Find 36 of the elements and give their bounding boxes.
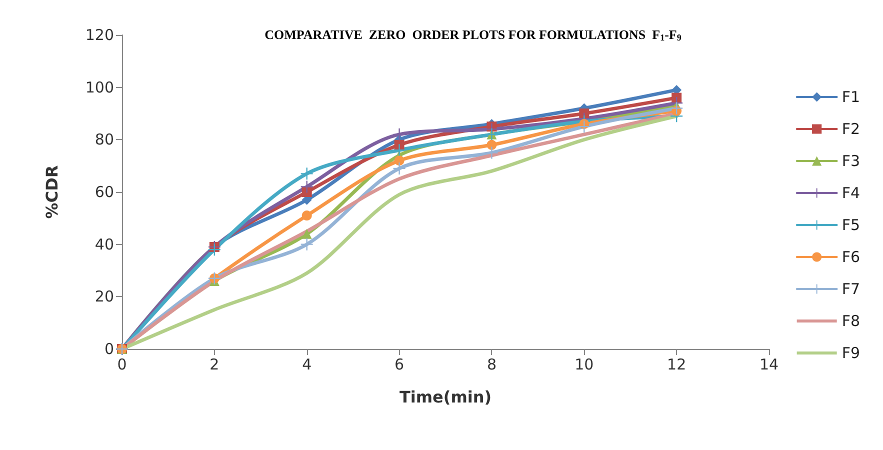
y-tick-label: 100 bbox=[85, 78, 114, 96]
legend-label: F1 bbox=[842, 88, 860, 106]
x-tick-label: 14 bbox=[759, 356, 779, 374]
x-tick-label: 8 bbox=[486, 356, 496, 374]
y-tick-label: 40 bbox=[94, 235, 114, 254]
legend-label: F9 bbox=[842, 344, 860, 362]
legend-label: F6 bbox=[842, 248, 860, 266]
legend-label: F8 bbox=[842, 312, 860, 330]
y-tick-label: 20 bbox=[94, 288, 114, 306]
y-tick-label: 80 bbox=[94, 130, 114, 149]
point bbox=[486, 140, 497, 150]
legend-label: F3 bbox=[842, 152, 860, 170]
legend-label: F5 bbox=[842, 216, 860, 234]
point bbox=[300, 180, 313, 193]
x-tick-label: 4 bbox=[302, 356, 312, 374]
x-axis-title: Time(min) bbox=[399, 388, 492, 406]
point bbox=[300, 238, 313, 250]
point bbox=[302, 210, 312, 221]
y-tick-label: 120 bbox=[85, 26, 114, 44]
point bbox=[394, 156, 404, 166]
legend-label: F2 bbox=[842, 120, 860, 138]
legend-label: F7 bbox=[842, 280, 860, 298]
point bbox=[393, 144, 406, 156]
point bbox=[302, 228, 312, 239]
legend-label: F4 bbox=[842, 184, 860, 202]
y-axis-title: %CDR bbox=[42, 165, 62, 219]
x-tick-label: 0 bbox=[117, 356, 127, 374]
y-tick-label: 0 bbox=[104, 340, 114, 358]
x-tick-label: 10 bbox=[574, 356, 594, 374]
x-tick-label: 2 bbox=[210, 356, 220, 374]
x-tick-label: 6 bbox=[394, 356, 404, 374]
point bbox=[670, 102, 683, 114]
point bbox=[300, 168, 313, 180]
y-tick-label: 60 bbox=[94, 183, 114, 201]
point bbox=[393, 162, 406, 174]
x-tick-label: 12 bbox=[667, 356, 686, 374]
